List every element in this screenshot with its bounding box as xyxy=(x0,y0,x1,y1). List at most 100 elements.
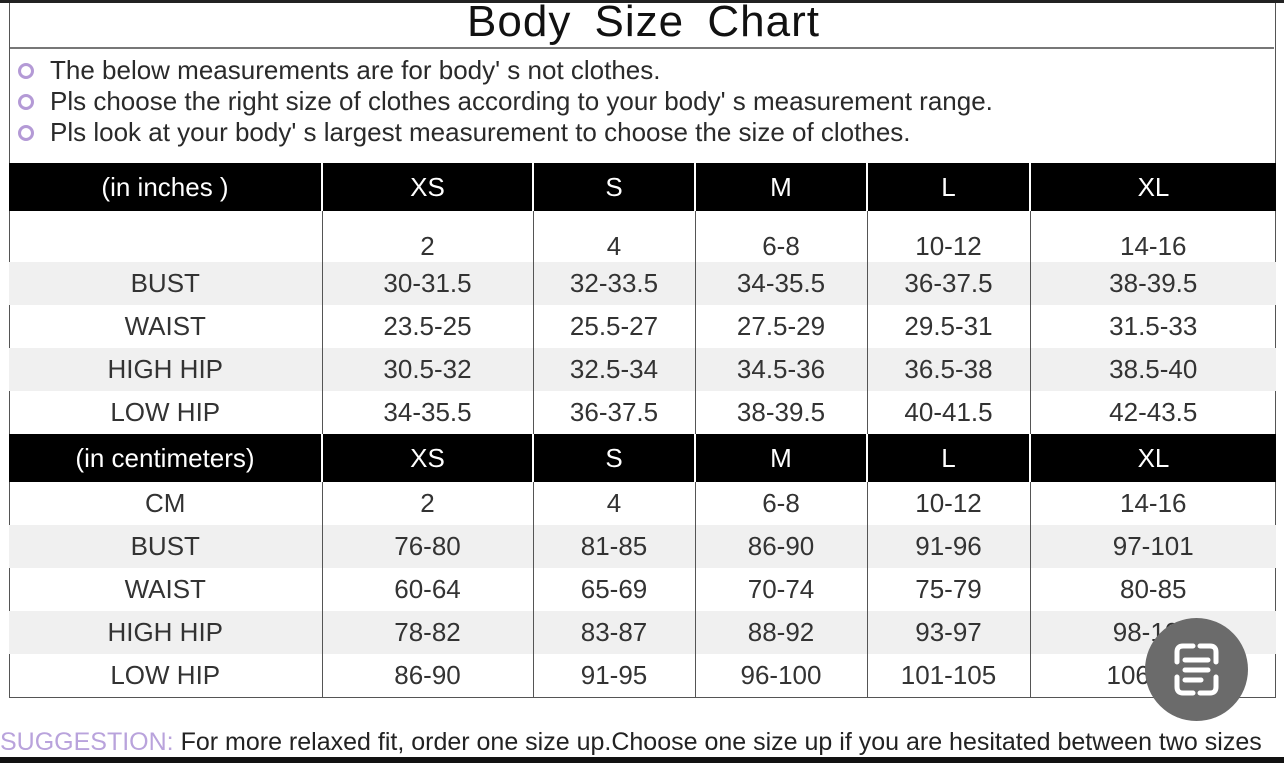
table-cell: 65-69 xyxy=(532,568,695,611)
table-cell: M xyxy=(694,434,867,482)
table-cell: 60-64 xyxy=(321,568,533,611)
table-cell: 2 xyxy=(321,482,533,525)
chart-title: Body Size Chart xyxy=(467,0,820,46)
row-label: LOW HIP xyxy=(110,397,221,427)
text-scan-button[interactable] xyxy=(1145,618,1248,721)
table-cell: 38-39.5 xyxy=(694,391,867,434)
row-label: (in centimeters) xyxy=(9,434,322,482)
suggestion: SUGGESTION: For more relaxed fit, order … xyxy=(0,728,1262,757)
divider xyxy=(10,47,1274,49)
table-cell: 78-82 xyxy=(321,611,533,654)
size-table: (in inches ) XS S M L XL 2 4 6-8 10-12 14-16 BUST 30… xyxy=(9,163,1276,697)
table-cell: 31.5-33 xyxy=(1029,305,1276,348)
table-cell: 75-79 xyxy=(866,568,1030,611)
row-label: WAIST xyxy=(124,311,206,341)
table-cell: 23.5-25 xyxy=(321,305,533,348)
text-scan-icon xyxy=(1174,643,1219,696)
table-cell: 36-37.5 xyxy=(532,391,695,434)
table-cell: XL xyxy=(1029,163,1276,211)
row-label: BUST xyxy=(9,525,322,568)
bottom-bar xyxy=(0,757,1284,763)
table-cell: 34.5-36 xyxy=(694,348,867,391)
table-cell: S xyxy=(532,163,695,211)
table-cell: 97-101 xyxy=(1029,525,1276,568)
note-item: Pls look at your body' s largest measure… xyxy=(18,117,993,148)
table-cell: 10-12 xyxy=(866,482,1030,525)
notes-list: The below measurements are for body' s n… xyxy=(18,55,993,148)
bullet-icon xyxy=(18,62,34,79)
table-cell: 76-80 xyxy=(321,525,533,568)
table-cell: 83-87 xyxy=(532,611,695,654)
table-cell: 6-8 xyxy=(694,211,867,262)
row-label: CM xyxy=(145,488,186,518)
table-cell: 32.5-34 xyxy=(532,348,695,391)
table-cell: 91-96 xyxy=(866,525,1030,568)
table-row: HIGH HIP 78-82 83-87 88-92 93-97 98-102 xyxy=(9,611,1276,654)
table-cell: 34-35.5 xyxy=(694,262,867,305)
bullet-icon xyxy=(18,124,34,141)
table-cell: 4 xyxy=(532,211,695,262)
table-cell: 34-35.5 xyxy=(321,391,533,434)
table-cell: 70-74 xyxy=(694,568,867,611)
table-row: BUST 76-80 81-85 86-90 91-96 97-101 xyxy=(9,525,1276,568)
top-border xyxy=(0,0,1284,3)
table-cell: 38-39.5 xyxy=(1029,262,1276,305)
table-cell: 30.5-32 xyxy=(321,348,533,391)
row-label: HIGH HIP xyxy=(9,348,322,391)
table-cell: 10-12 xyxy=(866,211,1030,262)
table-cell: 101-105 xyxy=(866,654,1030,697)
row-label: BUST xyxy=(9,262,322,305)
table-cell: 81-85 xyxy=(532,525,695,568)
suggestion-label: SUGGESTION: xyxy=(0,728,174,756)
row-label: LOW HIP xyxy=(110,660,221,690)
table-cell: 96-100 xyxy=(694,654,867,697)
table-row: CM 2 4 6-8 10-12 14-16 xyxy=(9,482,1276,525)
table-cell: 29.5-31 xyxy=(866,305,1030,348)
row-label: HIGH HIP xyxy=(9,611,322,654)
table-cell: L xyxy=(866,434,1030,482)
table-header-row: (in centimeters) XS S M L XL xyxy=(9,434,1276,482)
note-text: Pls choose the right size of clothes acc… xyxy=(50,86,993,116)
table-cell: 88-92 xyxy=(694,611,867,654)
table-row: 2 4 6-8 10-12 14-16 xyxy=(9,211,1276,262)
table-row: HIGH HIP 30.5-32 32.5-34 34.5-36 36.5-38 38.5… xyxy=(9,348,1276,391)
row-label: (in inches ) xyxy=(9,163,322,211)
table-cell: 91-95 xyxy=(532,654,695,697)
table-cell: 14-16 xyxy=(1029,211,1276,262)
table-cell: 25.5-27 xyxy=(532,305,695,348)
table-header-row: (in inches ) XS S M L XL xyxy=(9,163,1276,211)
suggestion-text: For more relaxed fit, order one size up.… xyxy=(173,728,1262,756)
note-item: The below measurements are for body' s n… xyxy=(18,55,993,86)
table-row: WAIST 60-64 65-69 70-74 75-79 80-85 xyxy=(9,568,1276,611)
table-cell: 30-31.5 xyxy=(321,262,533,305)
table-cell: 80-85 xyxy=(1029,568,1276,611)
table-cell: 36.5-38 xyxy=(866,348,1030,391)
row-label xyxy=(9,211,322,262)
note-text: Pls look at your body' s largest measure… xyxy=(50,117,911,147)
note-item: Pls choose the right size of clothes acc… xyxy=(18,86,993,117)
table-cell: 86-90 xyxy=(694,525,867,568)
table-cell: 14-16 xyxy=(1029,482,1276,525)
table-cell: 93-97 xyxy=(866,611,1030,654)
table-row: WAIST 23.5-25 25.5-27 27.5-29 29.5-31 31.5-33 xyxy=(9,305,1276,348)
table-cell: S xyxy=(532,434,695,482)
table-row: BUST 30-31.5 32-33.5 34-35.5 36-37.5 38-39.5 xyxy=(9,262,1276,305)
table-cell: M xyxy=(694,163,867,211)
note-text: The below measurements are for body' s n… xyxy=(50,55,661,85)
table-cell: 86-90 xyxy=(321,654,533,697)
table-row: LOW HIP 34-35.5 36-37.5 38-39.5 40-41.5 42-43… xyxy=(9,391,1276,434)
bullet-icon xyxy=(18,93,34,110)
row-label: WAIST xyxy=(124,574,206,604)
table-cell: 38.5-40 xyxy=(1029,348,1276,391)
table-cell: 27.5-29 xyxy=(694,305,867,348)
table-cell: XS xyxy=(321,434,533,482)
table-cell: 32-33.5 xyxy=(532,262,695,305)
table-cell: 36-37.5 xyxy=(866,262,1030,305)
table-cell: XS xyxy=(321,163,533,211)
table-cell: XL xyxy=(1029,434,1276,482)
table-cell: 6-8 xyxy=(694,482,867,525)
table-cell: 42-43.5 xyxy=(1029,391,1276,434)
table-cell: 4 xyxy=(532,482,695,525)
table-cell: L xyxy=(866,163,1030,211)
